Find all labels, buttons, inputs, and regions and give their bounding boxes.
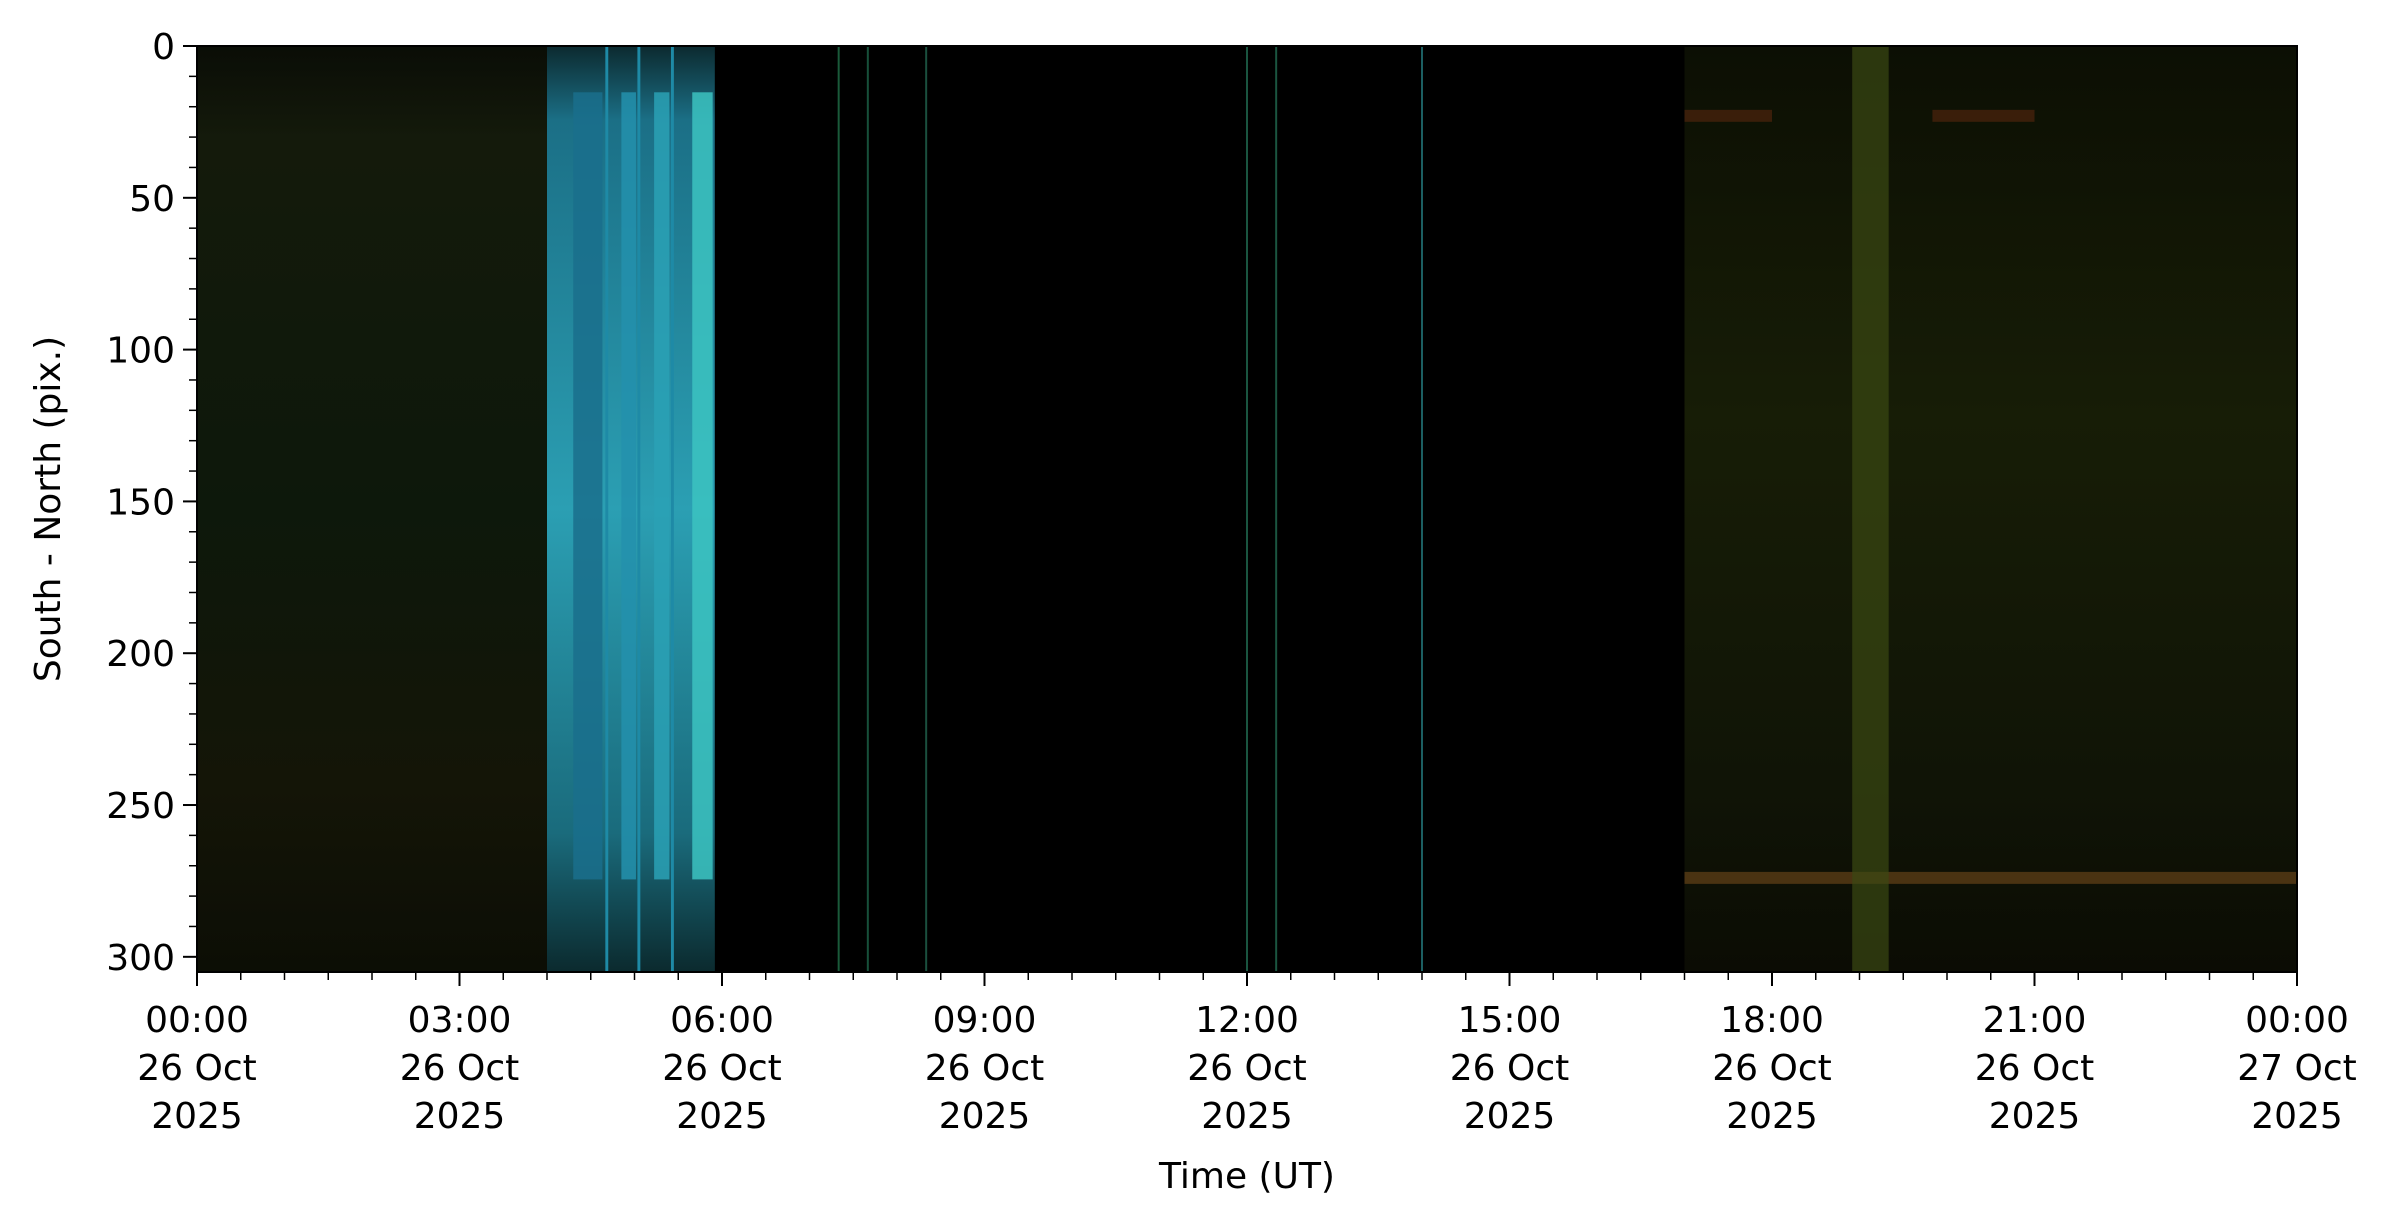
y-tick-label: 250 (106, 786, 175, 827)
x-tick-label: 2025 (2251, 1096, 2343, 1137)
horizontal-band (1684, 109, 1772, 122)
x-tick-label: 15:00 (1458, 1000, 1562, 1041)
x-tick-label: 26 Oct (137, 1048, 257, 1089)
heatmap-segment (197, 46, 547, 972)
cyan-band-core (692, 92, 713, 880)
x-tick-label: 2025 (1201, 1096, 1293, 1137)
heatmap-segment (1684, 46, 2297, 972)
x-axis: 00:00 26 Oct 2025 03:00 26 Oct 2025 06:00 26 Oc… (137, 972, 2357, 1137)
x-tick-label: 26 Oct (1187, 1048, 1307, 1089)
y-axis: 0 50 100 150 200 250 300 (106, 27, 197, 979)
x-tick-label: 12:00 (1195, 1000, 1299, 1041)
cyan-bands-layer (547, 46, 715, 972)
horizontal-bands-layer (1684, 109, 2297, 884)
thin-lines-layer (837, 46, 1423, 972)
y-tick-label: 100 (106, 331, 175, 372)
x-tick-label: 00:00 (2245, 1000, 2349, 1041)
heatmap-segment (714, 46, 1685, 972)
x-tick-label: 2025 (676, 1096, 768, 1137)
horizontal-band (1932, 109, 2035, 122)
vertical-feature-layer (1852, 46, 1889, 972)
y-axis-label: South - North (pix.) (28, 336, 69, 682)
y-tick-label: 0 (152, 27, 175, 68)
x-axis-label: Time (UT) (1158, 1156, 1335, 1197)
x-tick-label: 00:00 (145, 1000, 249, 1041)
x-tick-label: 2025 (414, 1096, 506, 1137)
cyan-band-core (573, 92, 603, 880)
x-tick-label: 2025 (1726, 1096, 1818, 1137)
x-tick-label: 27 Oct (2237, 1048, 2357, 1089)
y-tick-label: 150 (106, 482, 175, 523)
x-tick-label: 26 Oct (1450, 1048, 1570, 1089)
vertical-feature (1852, 46, 1889, 972)
x-tick-label: 26 Oct (662, 1048, 782, 1089)
x-tick-label: 2025 (1989, 1096, 2081, 1137)
x-tick-label: 03:00 (408, 1000, 512, 1041)
x-tick-label: 26 Oct (925, 1048, 1045, 1089)
x-tick-label: 2025 (939, 1096, 1031, 1137)
y-tick-label: 300 (106, 938, 175, 979)
x-tick-label: 18:00 (1720, 1000, 1824, 1041)
x-tick-label: 21:00 (1983, 1000, 2087, 1041)
x-tick-label: 2025 (151, 1096, 243, 1137)
cyan-band-core (654, 92, 670, 880)
x-tick-label: 26 Oct (1975, 1048, 2095, 1089)
x-tick-label: 26 Oct (1712, 1048, 1832, 1089)
horizontal-band (1684, 871, 2297, 884)
x-tick-label: 2025 (1464, 1096, 1556, 1137)
x-tick-label: 06:00 (670, 1000, 774, 1041)
x-tick-label: 09:00 (933, 1000, 1037, 1041)
segments-layer (197, 46, 2297, 972)
x-tick-label: 26 Oct (400, 1048, 520, 1089)
y-tick-label: 200 (106, 634, 175, 675)
cyan-band-core (621, 92, 636, 880)
y-tick-label: 50 (129, 179, 175, 220)
plot-area (197, 46, 2297, 972)
